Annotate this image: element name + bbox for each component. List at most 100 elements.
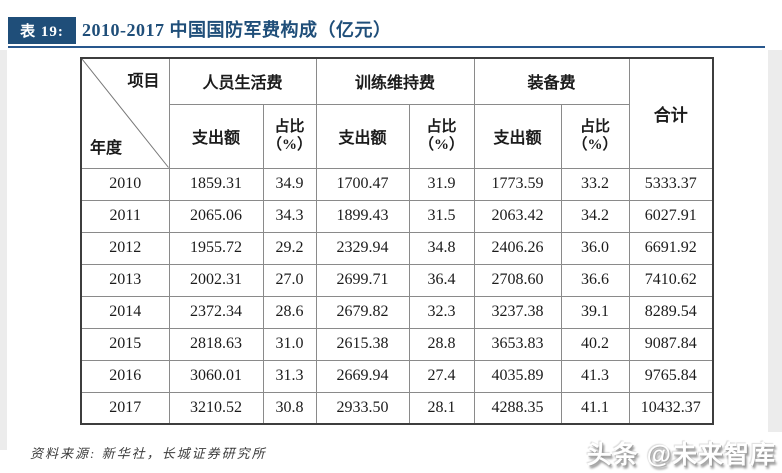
table-row: 2015 2818.63 31.0 2615.38 28.8 3653.83 40.2 908…	[80, 327, 714, 361]
share-unit: （%）	[267, 137, 313, 153]
sub-header-row: 支出额 占比 （%） 支出额 占比 （%） 支出额 占比 （%）	[81, 103, 713, 169]
group-header-training: 训练维持费	[315, 57, 475, 105]
value-cell: 29.2	[262, 231, 317, 265]
table-body: 2010 1859.31 34.9 1700.47 31.9 1773.59 33.2 533…	[80, 167, 714, 425]
year-cell: 2017	[80, 391, 170, 425]
value-cell: 2615.38	[315, 327, 410, 361]
value-cell: 2818.63	[168, 327, 264, 361]
value-cell: 9087.84	[628, 327, 714, 361]
value-cell: 3237.38	[473, 295, 562, 329]
group-header-equipment: 装备费	[473, 57, 630, 105]
value-cell: 41.1	[560, 391, 630, 425]
value-cell: 2372.34	[168, 295, 264, 329]
year-cell: 2013	[80, 263, 170, 297]
value-cell: 1773.59	[473, 167, 562, 201]
value-cell: 3653.83	[473, 327, 562, 361]
value-cell: 27.0	[262, 263, 317, 297]
subheader-amount-training: 支出额	[315, 103, 410, 169]
corner-header-cell: 项目 年度	[80, 57, 170, 169]
value-cell: 5333.37	[628, 167, 714, 201]
share-label: 占比	[426, 119, 457, 135]
value-cell: 33.2	[560, 167, 630, 201]
value-cell: 3060.01	[168, 359, 264, 393]
value-cell: 41.3	[560, 359, 630, 393]
value-cell: 1899.43	[315, 199, 410, 233]
value-cell: 32.3	[408, 295, 475, 329]
table-header: 项目 年度 人员生活费 训练维持费 装备费 合计 支出额 占比 （%） 支出额 …	[80, 57, 714, 169]
value-cell: 6691.92	[628, 231, 714, 265]
value-cell: 1859.31	[168, 167, 264, 201]
value-cell: 28.6	[262, 295, 317, 329]
value-cell: 36.4	[408, 263, 475, 297]
value-cell: 2699.71	[315, 263, 410, 297]
value-cell: 27.4	[408, 359, 475, 393]
source-note: 资料来源: 新华社，长城证券研究所	[30, 446, 267, 461]
total-header: 合计	[628, 57, 714, 169]
value-cell: 2406.26	[473, 231, 562, 265]
value-cell: 31.9	[408, 167, 475, 201]
year-cell: 2014	[80, 295, 170, 329]
share-label: 占比	[274, 119, 305, 135]
value-cell: 2708.60	[473, 263, 562, 297]
table-row: 2010 1859.31 34.9 1700.47 31.9 1773.59 33.2 533…	[80, 167, 714, 201]
share-unit: （%）	[419, 137, 465, 153]
corner-label-item: 项目	[127, 73, 160, 90]
year-cell: 2011	[80, 199, 170, 233]
subheader-share-equipment: 占比 （%）	[560, 103, 630, 169]
value-cell: 34.9	[262, 167, 317, 201]
value-cell: 6027.91	[628, 199, 714, 233]
corner-label-year: 年度	[90, 139, 123, 157]
value-cell: 34.2	[560, 199, 630, 233]
subheader-share-personnel: 占比 （%）	[262, 103, 317, 169]
watermark: 头条 @未来智库	[586, 441, 776, 469]
value-cell: 2065.06	[168, 199, 264, 233]
value-cell: 2669.94	[315, 359, 410, 393]
year-cell: 2015	[80, 327, 170, 361]
value-cell: 36.6	[560, 263, 630, 297]
page-edge-left	[0, 50, 7, 450]
value-cell: 2679.82	[315, 295, 410, 329]
value-cell: 2329.94	[315, 231, 410, 265]
share-label: 占比	[580, 119, 611, 135]
value-cell: 40.2	[560, 327, 630, 361]
defense-budget-table: 项目 年度 人员生活费 训练维持费 装备费 合计 支出额 占比 （%） 支出额 …	[80, 57, 715, 425]
page-title: 2010-2017 中国国防军费构成（亿元）	[82, 20, 392, 40]
value-cell: 10432.37	[628, 391, 714, 425]
table-row: 2013 2002.31 27.0 2699.71 36.4 2708.60 36.6 741…	[80, 263, 714, 297]
table-row: 2017 3210.52 30.8 2933.50 28.1 4288.35 41.1 104…	[80, 391, 714, 425]
group-header-personnel: 人员生活费	[168, 57, 317, 105]
value-cell: 36.0	[560, 231, 630, 265]
value-cell: 2933.50	[315, 391, 410, 425]
value-cell: 39.1	[560, 295, 630, 329]
value-cell: 28.8	[408, 327, 475, 361]
title-underline	[8, 46, 765, 48]
value-cell: 9765.84	[628, 359, 714, 393]
value-cell: 30.8	[262, 391, 317, 425]
subheader-share-training: 占比 （%）	[408, 103, 475, 169]
diagonal-line-icon	[82, 59, 169, 168]
value-cell: 31.5	[408, 199, 475, 233]
page-edge-right	[768, 50, 782, 432]
value-cell: 8289.54	[628, 295, 714, 329]
value-cell: 4288.35	[473, 391, 562, 425]
table-row: 2016 3060.01 31.3 2669.94 27.4 4035.89 41.3 976…	[80, 359, 714, 393]
value-cell: 4035.89	[473, 359, 562, 393]
value-cell: 7410.62	[628, 263, 714, 297]
share-unit: （%）	[572, 137, 618, 153]
value-cell: 31.3	[262, 359, 317, 393]
subheader-amount-equipment: 支出额	[473, 103, 562, 169]
year-cell: 2010	[80, 167, 170, 201]
value-cell: 2063.42	[473, 199, 562, 233]
table-number-badge: 表 19:	[8, 17, 76, 44]
table-row: 2012 1955.72 29.2 2329.94 34.8 2406.26 36.0 669…	[80, 231, 714, 265]
subheader-amount-personnel: 支出额	[168, 103, 264, 169]
value-cell: 3210.52	[168, 391, 264, 425]
value-cell: 28.1	[408, 391, 475, 425]
table-row: 2011 2065.06 34.3 1899.43 31.5 2063.42 34.2 602…	[80, 199, 714, 233]
year-cell: 2012	[80, 231, 170, 265]
value-cell: 34.8	[408, 231, 475, 265]
value-cell: 31.0	[262, 327, 317, 361]
value-cell: 1700.47	[315, 167, 410, 201]
group-header-row: 项目 年度 人员生活费 训练维持费 装备费 合计	[80, 57, 714, 169]
